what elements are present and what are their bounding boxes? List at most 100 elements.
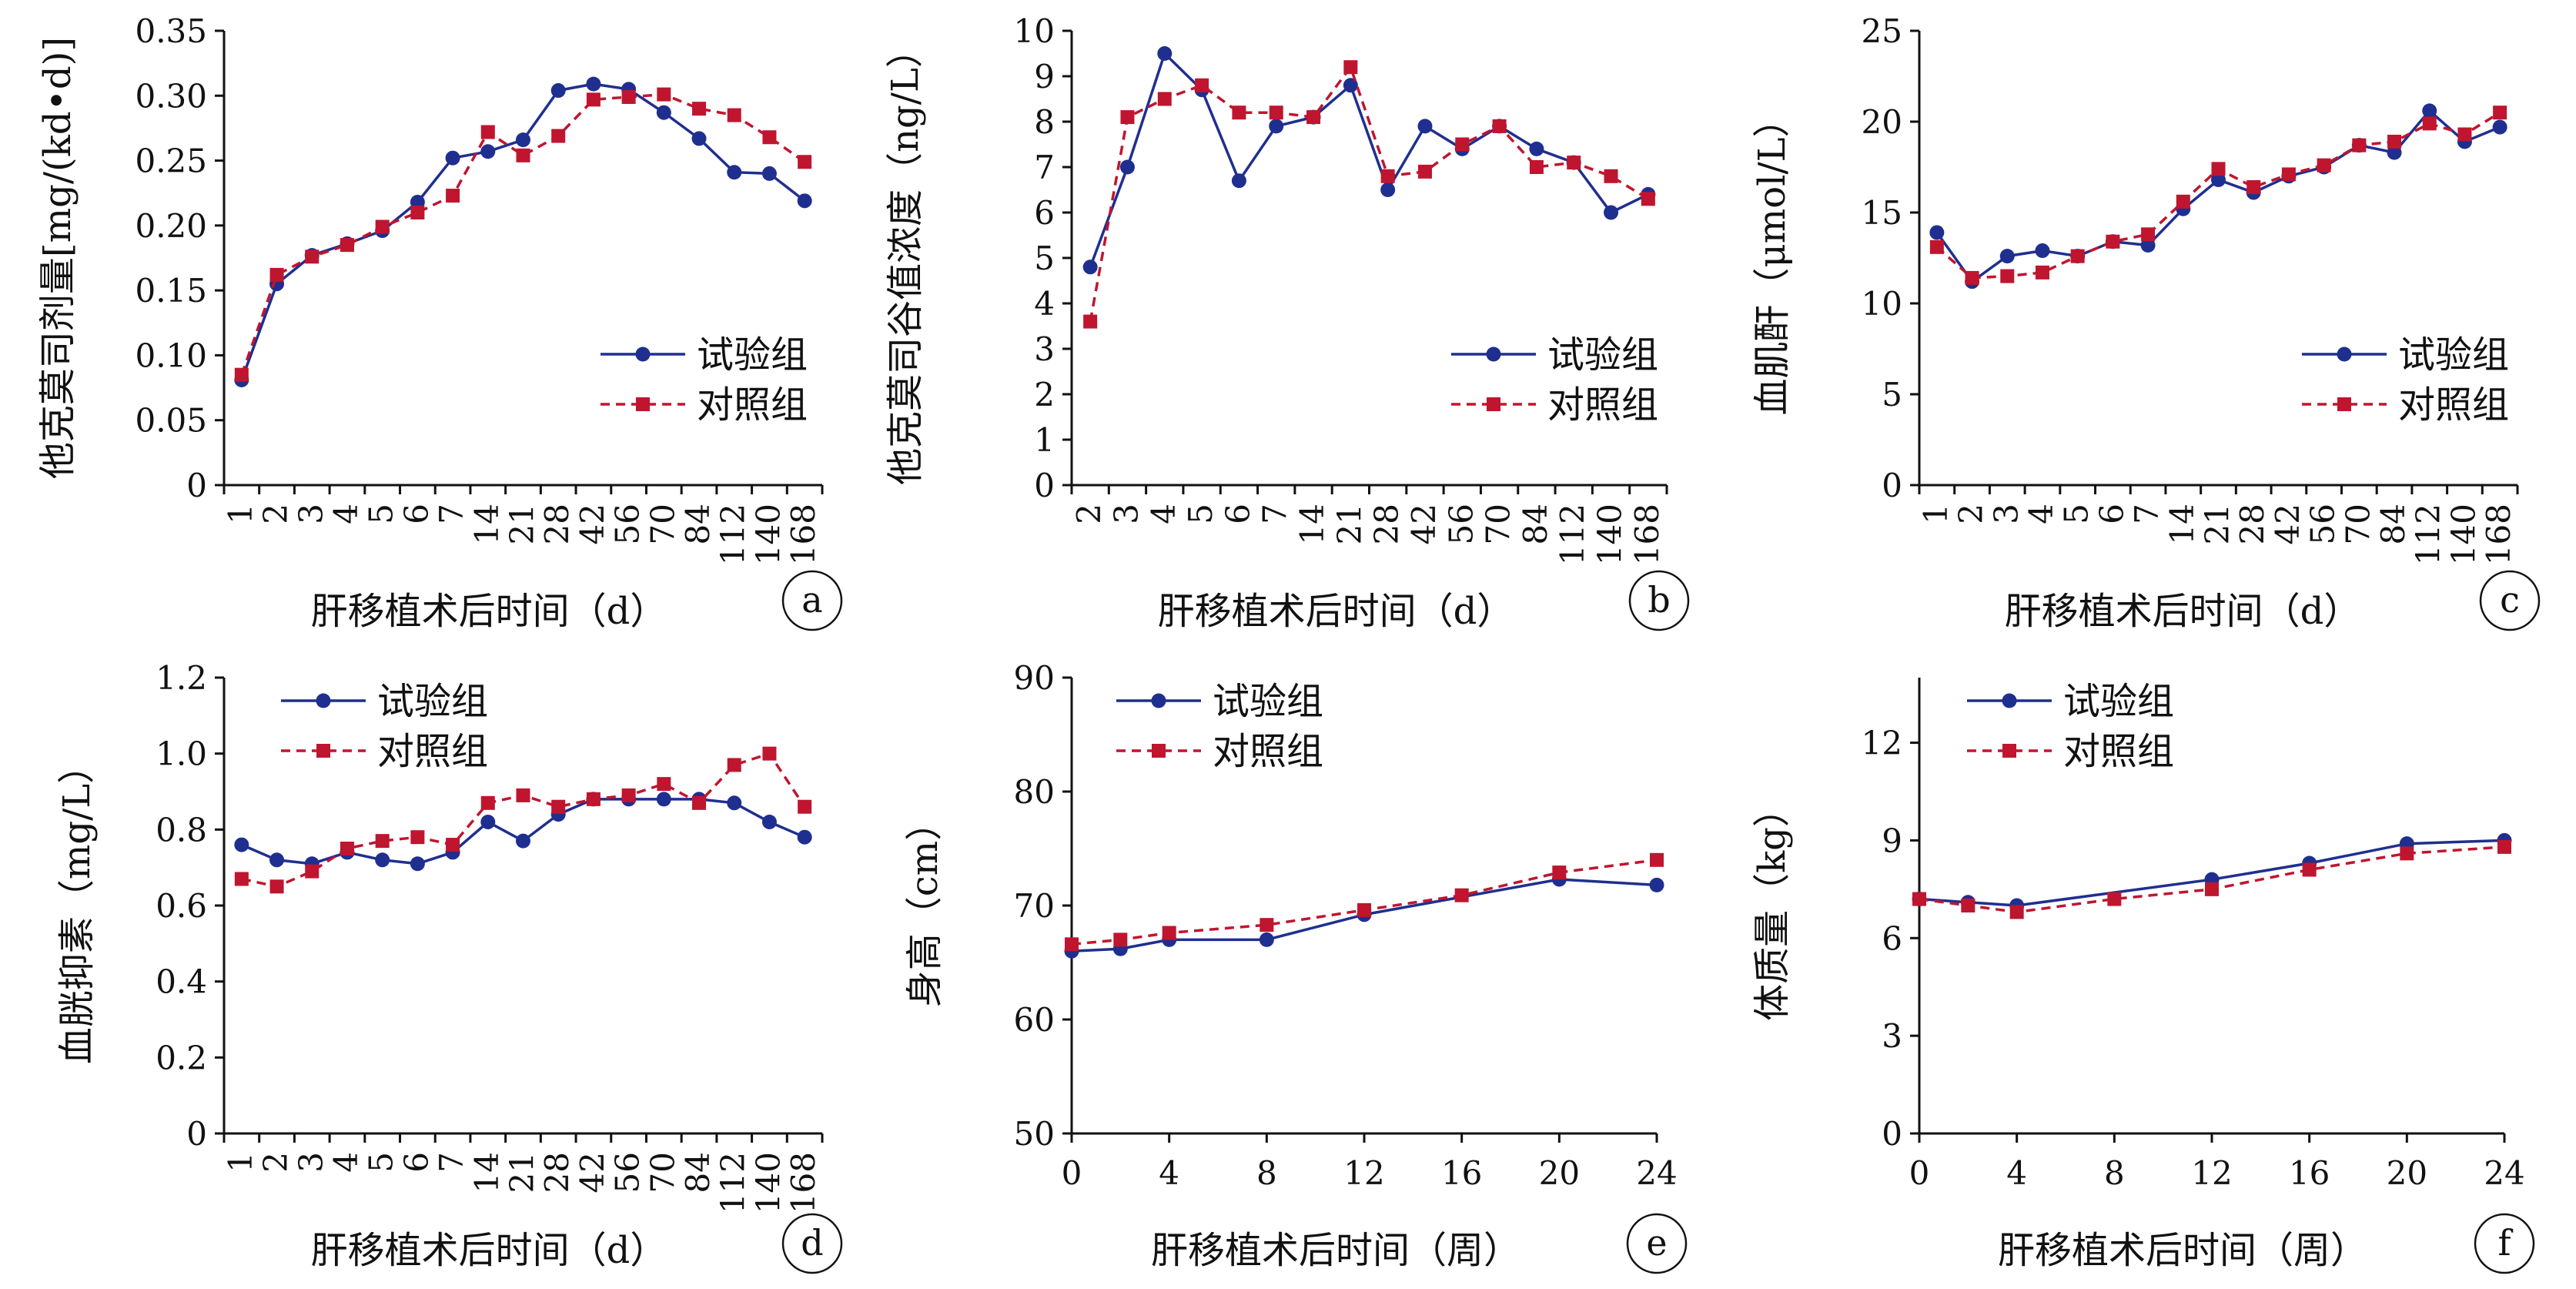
x-tick-label: 168 (785, 504, 822, 565)
series-line-test (241, 798, 805, 865)
data-point-test (727, 165, 742, 180)
data-point-control (1260, 918, 1274, 932)
x-tick-label: 140 (2444, 504, 2482, 565)
panel-letter-badge (781, 1213, 843, 1274)
x-tick-label: 70 (1480, 504, 1517, 544)
data-point-control (340, 238, 354, 253)
panel-letter-badge (2479, 570, 2541, 631)
data-point-control (1965, 270, 1979, 285)
x-tick-label: 56 (1442, 504, 1480, 544)
data-point-control (551, 799, 566, 814)
data-point-control (1343, 60, 1358, 75)
x-tick-label: 21 (2199, 504, 2236, 544)
data-point-control (1120, 110, 1135, 125)
legend-label-control: 对照组 (2063, 730, 2174, 773)
data-point-control (727, 108, 741, 122)
data-point-test (1343, 78, 1358, 93)
data-point-test (1929, 225, 1945, 240)
x-tick-label: 2 (257, 1152, 295, 1173)
data-point-control (692, 795, 707, 810)
data-point-control (2009, 905, 2024, 919)
x-tick-label: 14 (468, 504, 506, 544)
legend-marker-test (635, 347, 651, 362)
x-tick-label: 28 (1368, 504, 1406, 544)
x-tick-label: 42 (1405, 504, 1443, 544)
y-tick-label: 4 (1034, 285, 1055, 323)
data-point-control (1065, 937, 1079, 952)
y-tick-label: 0.2 (156, 1039, 207, 1076)
data-point-control (727, 758, 741, 772)
x-axis-label: 肝移植术后时间（d） (311, 590, 667, 633)
y-tick-label: 0.05 (135, 402, 207, 440)
y-tick-label: 0.15 (135, 272, 207, 310)
y-tick-label: 0 (186, 1115, 207, 1153)
data-point-control (2497, 839, 2511, 854)
y-tick-label: 7 (1034, 149, 1055, 186)
data-point-test (516, 833, 530, 849)
x-tick-label: 14 (2163, 504, 2201, 544)
data-point-control (1455, 137, 1470, 152)
data-point-control (657, 87, 671, 102)
data-point-test (410, 856, 425, 872)
x-tick-label: 84 (1517, 504, 1554, 544)
x-tick-label: 168 (1628, 504, 1666, 565)
y-tick-label: 25 (1862, 12, 1902, 50)
y-tick-label: 3 (1882, 1017, 1902, 1055)
x-tick-label: 5 (1182, 504, 1219, 524)
data-point-test (375, 852, 390, 868)
x-tick-label: 168 (2480, 504, 2517, 565)
series-line-control (1071, 859, 1658, 946)
y-tick-label: 0.10 (135, 336, 207, 374)
legend-marker-control (2002, 744, 2016, 758)
data-point-test (727, 795, 742, 811)
panel-letter: f (2497, 1222, 2513, 1264)
series-line-control (241, 752, 806, 889)
data-point-test (586, 76, 601, 92)
data-point-control (2000, 269, 2015, 283)
x-tick-label: 14 (1293, 504, 1331, 544)
y-tick-label: 15 (1862, 194, 1902, 232)
legend-label-test: 试验组 (1547, 333, 1658, 377)
data-point-control (446, 189, 460, 203)
data-point-control (2106, 234, 2120, 249)
x-tick-label: 7 (433, 1152, 470, 1173)
x-tick-label: 2 (257, 504, 295, 524)
data-point-control (1552, 865, 1567, 880)
chart-panel-f: 0 3 6 9 12 0 4 8 12 16 20 24 体质量（kg） 肝移植术后时间（周） f 试验组对照… (1751, 678, 2535, 1274)
data-point-test (1269, 119, 1284, 134)
y-axis-label: 他克莫司谷值浓度（ng/L） (884, 31, 927, 485)
data-point-control (234, 367, 249, 382)
x-tick-label: 5 (363, 1152, 400, 1173)
x-tick-label: 3 (292, 504, 330, 524)
legend-marker-control (636, 397, 650, 411)
x-tick-label: 42 (2269, 504, 2307, 544)
data-point-control (410, 830, 425, 845)
data-point-control (305, 864, 319, 879)
x-tick-label: 56 (609, 504, 647, 544)
x-tick-label: 8 (1256, 1154, 1277, 1192)
data-point-control (2035, 265, 2049, 280)
legend-label-control: 对照组 (1213, 730, 1323, 773)
data-point-control (2107, 892, 2122, 906)
y-tick-label: 0 (1882, 1115, 1902, 1153)
y-tick-label: 5 (1034, 239, 1055, 277)
data-point-control (1567, 156, 1581, 170)
x-tick-label: 112 (714, 504, 752, 565)
y-tick-label: 0 (186, 467, 207, 504)
data-point-test (1119, 159, 1135, 175)
x-tick-label: 8 (2104, 1154, 2125, 1192)
data-point-control (1929, 239, 1944, 254)
series-line-test (1935, 109, 2501, 284)
y-tick-label: 20 (1862, 103, 1902, 141)
data-point-test (656, 792, 671, 807)
data-point-control (446, 838, 460, 852)
y-tick-label: 10 (1862, 285, 1902, 323)
data-point-control (2400, 846, 2414, 861)
x-tick-label: 5 (2058, 504, 2096, 524)
data-point-control (375, 834, 390, 849)
legend-label-control: 对照组 (697, 383, 808, 427)
data-point-test (1604, 205, 1619, 220)
data-point-control (410, 206, 425, 219)
